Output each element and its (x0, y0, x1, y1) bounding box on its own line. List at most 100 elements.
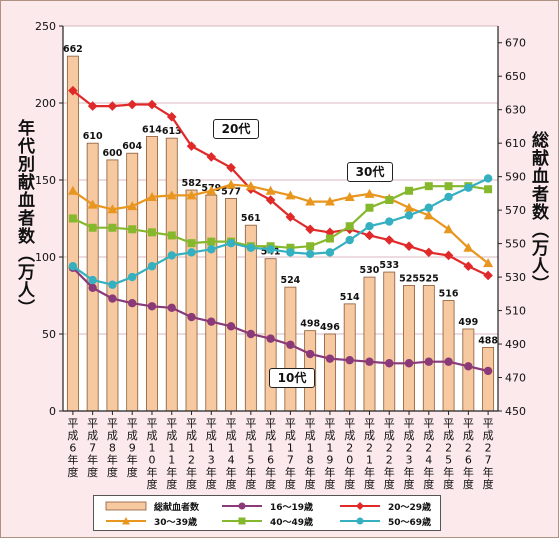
x-tick-label: 平成 8 年度 (107, 417, 118, 479)
series-point (364, 230, 375, 241)
series-point (206, 152, 217, 162)
series-point (88, 223, 97, 232)
series-point (266, 334, 275, 343)
legend-marker (122, 517, 130, 525)
x-tick-label: 平成 2 6 年度 (463, 417, 474, 491)
y-tick-label-right: 510 (505, 305, 526, 318)
y-tick-label-left: 0 (49, 405, 56, 418)
series-point (344, 191, 355, 201)
series-point (404, 359, 414, 368)
series-point (108, 223, 117, 232)
legend-bar-swatch (105, 501, 147, 511)
series-point (187, 312, 196, 322)
y-tick-label-right: 630 (505, 104, 526, 117)
y-tick-label-right: 450 (505, 405, 526, 418)
x-tick-label: 平成 1 6 年度 (265, 417, 276, 491)
bar (442, 300, 455, 412)
series-point (463, 261, 474, 272)
series-point (226, 238, 236, 248)
bar-value-label: 516 (439, 289, 459, 300)
bar-value-label: 614 (142, 124, 162, 135)
legend-label: 16〜19歳 (270, 502, 314, 513)
legend-swatch (340, 502, 380, 510)
x-tick-label: 平成 1 8 年度 (305, 417, 316, 491)
series-point (364, 188, 375, 198)
bar (403, 285, 415, 412)
series-point (207, 237, 216, 246)
x-tick-label: 平成 1 1 年度 (166, 417, 177, 491)
series-point (186, 141, 197, 151)
x-tick-label: 平成 2 7 年度 (483, 417, 494, 491)
series-point (385, 196, 394, 205)
series-point (365, 222, 374, 231)
y-axis-label-left: 年代別献血者数（万人） (14, 119, 34, 317)
series-point (128, 225, 137, 234)
series-point (424, 203, 433, 212)
x-tick-label: 平成 1 9 年度 (324, 417, 335, 491)
y-tick-label-right: 610 (505, 137, 526, 150)
x-tick-label: 平成 2 3 年度 (404, 417, 415, 491)
series-point (127, 201, 138, 211)
series-point (187, 239, 196, 248)
bar-value-label: 604 (122, 141, 142, 152)
series-point (464, 362, 473, 371)
series-line (72, 185, 489, 249)
bar-value-label: 533 (379, 260, 399, 271)
legend-swatch (222, 502, 262, 510)
legend-label: 20〜29歳 (388, 502, 432, 513)
lines-group (67, 85, 494, 376)
bar (383, 271, 396, 412)
series-point (325, 227, 335, 238)
series-point (128, 272, 137, 282)
bar (284, 286, 297, 412)
series-point (463, 242, 474, 252)
series-point (325, 354, 335, 363)
series-point (286, 340, 295, 349)
series-point (483, 258, 494, 268)
bar (126, 152, 139, 412)
series-point (226, 162, 236, 173)
series-point (67, 185, 78, 195)
series-point (444, 182, 453, 191)
annotation-10s: 10代 (269, 368, 315, 388)
series-point (146, 191, 157, 201)
series-point (226, 179, 237, 189)
legend-label: 30〜39歳 (154, 517, 198, 528)
series-point (424, 182, 433, 191)
y-tick-label-left: 200 (35, 97, 56, 110)
legend-swatch (222, 517, 262, 525)
x-tick-label: 平成 2 4 年度 (423, 417, 434, 491)
series-point (107, 101, 118, 111)
x-tick-label: 平成 2 5 年度 (443, 417, 454, 491)
series-point (483, 270, 493, 281)
series-point (246, 329, 256, 339)
series-point (305, 249, 315, 259)
series-point (345, 235, 354, 245)
series-point (245, 181, 256, 191)
bar (323, 333, 336, 412)
bar-value-label: 524 (280, 275, 300, 286)
bar-value-label: 498 (300, 319, 320, 330)
series-point (443, 224, 454, 234)
x-tick-label: 平成 6 年度 (67, 417, 78, 479)
legend-item: 総献血者数 (104, 499, 199, 513)
series-point (404, 202, 415, 212)
series-point (365, 203, 374, 212)
y-tick-label-right: 530 (505, 271, 526, 284)
axes-group: 0 50 100 150 200 250 450 470 490 510 530 550 570 590 6… (35, 20, 526, 491)
series-point (265, 195, 276, 205)
bar (422, 285, 435, 412)
y-tick-label-right: 650 (505, 70, 526, 83)
legend-marker (238, 502, 246, 510)
series-point (345, 355, 354, 365)
series-point (246, 243, 256, 252)
series-point (305, 196, 316, 206)
annotation-30s: 30代 (347, 162, 393, 182)
series-point (443, 250, 454, 261)
series-point (107, 204, 118, 214)
bar (185, 189, 198, 412)
series-point (404, 241, 414, 252)
legend-swatch (340, 517, 380, 525)
series-point (226, 322, 236, 331)
